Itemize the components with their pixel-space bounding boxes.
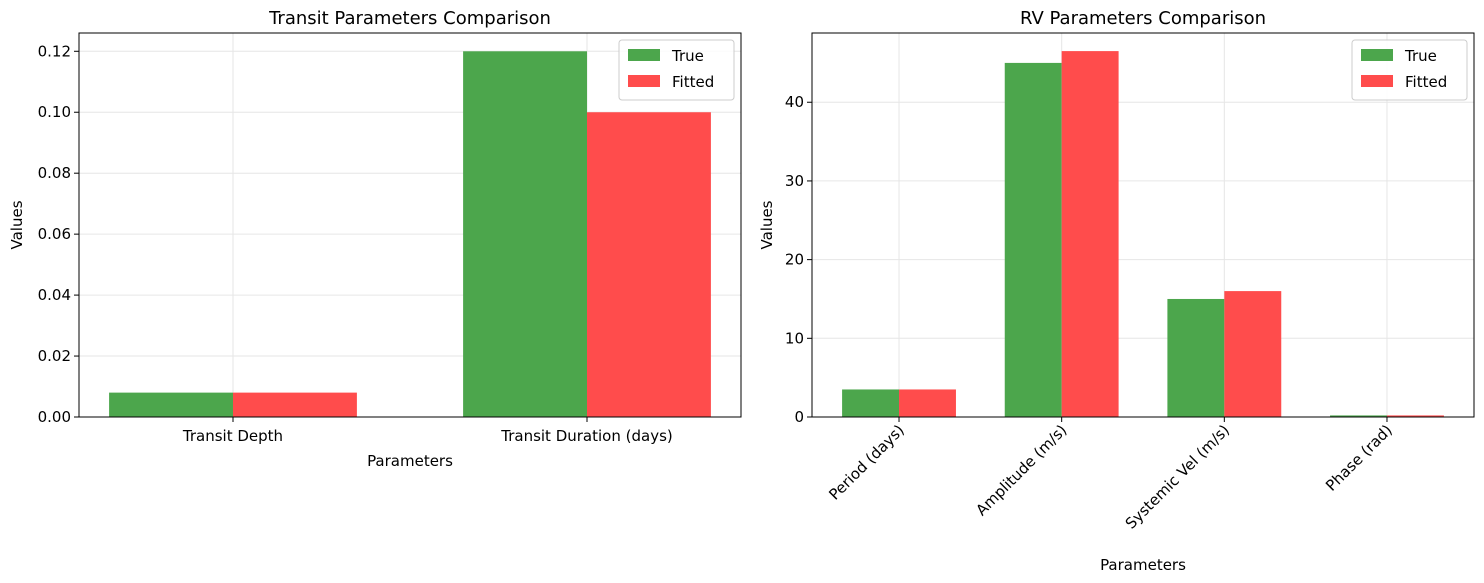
y-axis-label: Values bbox=[8, 200, 26, 249]
bar-true-0 bbox=[842, 389, 900, 417]
y-tick-label: 10 bbox=[785, 329, 804, 347]
y-tick-label: 0.08 bbox=[38, 164, 71, 182]
bar-true-2 bbox=[1167, 298, 1225, 417]
bar-fitted-3 bbox=[1386, 415, 1444, 417]
chart-title: RV Parameters Comparison bbox=[1020, 8, 1266, 29]
bar-true-1 bbox=[1004, 62, 1062, 417]
legend-label-true: True bbox=[671, 47, 704, 65]
transit-chart: 0.00 0.02 0.04 0.06 0.08 0.10 0.12 Transit Dept… bbox=[8, 8, 742, 470]
y-axis-label: Values bbox=[758, 200, 776, 249]
y-tick-label: 0.06 bbox=[38, 225, 71, 243]
legend-label-fitted: Fitted bbox=[672, 73, 714, 91]
legend-swatch-true bbox=[1361, 49, 1393, 61]
x-tick-label: Phase (rad) bbox=[1322, 421, 1396, 495]
y-tick-label: 0.12 bbox=[38, 42, 71, 60]
chart-title: Transit Parameters Comparison bbox=[268, 8, 551, 29]
y-tick-label: 40 bbox=[785, 93, 804, 111]
bar-fitted-0 bbox=[232, 392, 357, 417]
bar-true-1 bbox=[463, 51, 588, 418]
legend: True Fitted bbox=[618, 39, 735, 101]
y-tick-label: 20 bbox=[785, 251, 804, 269]
x-tick-label: Systemic Vel (m/s) bbox=[1122, 421, 1233, 532]
bar-fitted-0 bbox=[899, 389, 956, 417]
rv-chart: 0 10 20 30 40 Period (days) Amplitude (m/s) Sys… bbox=[758, 8, 1475, 574]
x-tick-label: Transit Depth bbox=[182, 427, 283, 445]
legend-swatch-true bbox=[628, 49, 660, 61]
x-tick-label: Transit Duration (days) bbox=[500, 427, 672, 445]
y-tick-label: 30 bbox=[785, 172, 804, 190]
y-tick-label: 0.02 bbox=[38, 347, 71, 365]
legend-swatch-fitted bbox=[628, 75, 660, 87]
y-tick-label: 0 bbox=[794, 408, 804, 426]
legend-swatch-fitted bbox=[1361, 75, 1393, 87]
y-tick-label: 0.00 bbox=[38, 408, 71, 426]
legend-label-fitted: Fitted bbox=[1405, 73, 1447, 91]
bar-fitted-1 bbox=[587, 112, 711, 417]
bar-true-0 bbox=[109, 392, 233, 417]
bar-fitted-2 bbox=[1224, 291, 1282, 417]
y-tick-label: 0.10 bbox=[38, 103, 71, 121]
x-axis-label: Parameters bbox=[367, 452, 453, 470]
bar-fitted-1 bbox=[1061, 51, 1119, 418]
legend: True Fitted bbox=[1351, 39, 1468, 101]
bar-true-3 bbox=[1330, 415, 1387, 417]
grid bbox=[79, 33, 741, 418]
x-tick-label: Period (days) bbox=[825, 421, 907, 503]
x-axis-label: Parameters bbox=[1100, 556, 1186, 574]
plot-frame bbox=[811, 32, 1475, 418]
y-tick-label: 0.04 bbox=[38, 286, 71, 304]
plot-frame bbox=[78, 32, 742, 418]
x-tick-label: Amplitude (m/s) bbox=[972, 421, 1070, 519]
legend-label-true: True bbox=[1404, 47, 1437, 65]
